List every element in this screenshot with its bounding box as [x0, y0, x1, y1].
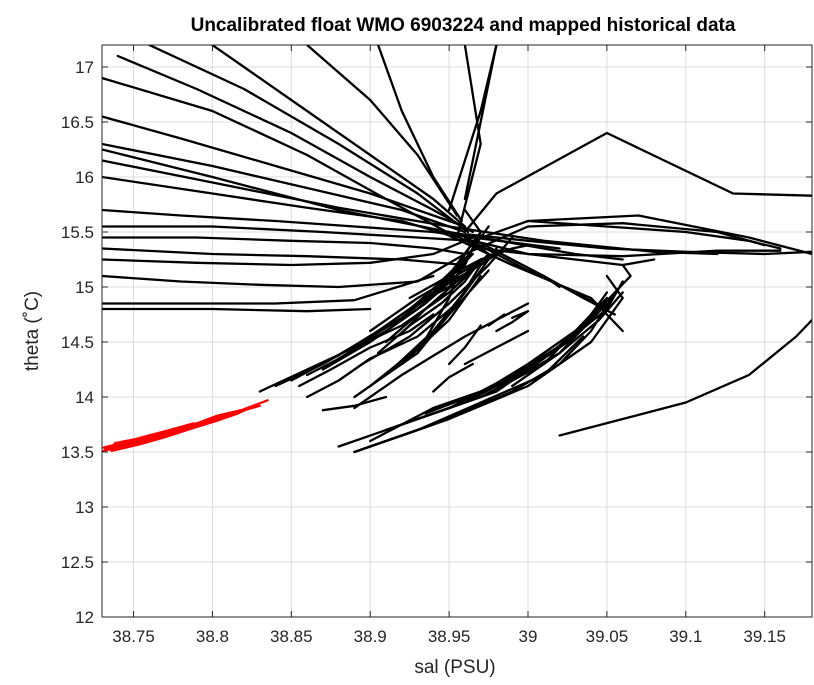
historical-profile-line — [102, 307, 372, 313]
x-tick-label: 39.1 — [669, 627, 702, 646]
historical-profile-line — [102, 131, 812, 234]
historical-profile-line — [305, 263, 482, 399]
y-tick-label: 15 — [75, 278, 94, 297]
historical-profile-line — [440, 230, 624, 333]
historical-profile-line — [102, 45, 482, 239]
historical-profile-line — [447, 230, 656, 267]
historical-profile-line — [337, 247, 474, 360]
chart-title: Uncalibrated float WMO 6903224 and mappe… — [191, 15, 736, 36]
y-tick-label: 17 — [75, 58, 94, 77]
historical-profile-line — [102, 274, 435, 305]
historical-profile-line — [558, 318, 812, 437]
historical-profile-line — [102, 247, 467, 267]
float-profiles — [102, 399, 269, 453]
x-tick-label: 39.15 — [743, 627, 786, 646]
plot-area-frame — [101, 44, 813, 618]
x-tick-label: 39.05 — [586, 627, 629, 646]
x-axis-label: sal (PSU) — [414, 657, 495, 678]
y-tick-label: 14 — [75, 388, 94, 407]
historical-profiles — [102, 45, 812, 454]
historical-profile-line — [102, 148, 624, 261]
historical-profile-line — [116, 54, 474, 234]
x-tick-label: 38.8 — [196, 627, 229, 646]
historical-profile-line — [463, 263, 632, 404]
historical-profile-line — [211, 45, 467, 228]
y-tick-label: 14.5 — [61, 333, 94, 352]
y-ticks: 12 12.5 13 13.5 14 14.5 15 15.5 16 16.5 17 — [61, 58, 812, 627]
historical-profile-line — [376, 45, 463, 223]
historical-profile-line — [321, 395, 388, 412]
x-ticks: 38.75 38.8 38.85 38.9 38.95 39 39.05 39.1 39.15 — [112, 45, 786, 646]
historical-profile-line — [432, 362, 474, 393]
historical-profile-line — [447, 302, 609, 410]
historical-profile-line — [408, 244, 530, 300]
y-tick-label: 13 — [75, 498, 94, 517]
historical-profile-line — [511, 291, 624, 388]
historical-profile-line — [298, 313, 435, 388]
y-tick-label: 15.5 — [61, 223, 94, 242]
historical-profile-line — [416, 269, 490, 355]
x-tick-label: 38.85 — [270, 627, 313, 646]
y-tick-label: 16.5 — [61, 113, 94, 132]
historical-profile-line — [416, 258, 482, 305]
historical-profile-line — [361, 236, 514, 366]
x-tick-label: 38.9 — [354, 627, 387, 646]
historical-profile-line — [495, 310, 530, 333]
y-tick-label: 12.5 — [61, 553, 94, 572]
historical-profile-line — [353, 335, 585, 454]
historical-profile-line — [526, 219, 782, 250]
y-tick-label: 12 — [75, 608, 94, 627]
historical-profile-line — [102, 236, 561, 267]
historical-profile-line — [102, 76, 459, 239]
historical-profile-line — [102, 208, 474, 239]
x-tick-label: 39 — [519, 627, 538, 646]
historical-profile-line — [102, 115, 467, 228]
historical-profile-line — [102, 159, 719, 256]
historical-profile-line — [447, 45, 498, 212]
historical-profile-line — [432, 252, 498, 294]
x-tick-label: 38.95 — [428, 627, 471, 646]
y-tick-label: 13.5 — [61, 443, 94, 462]
y-axis-label: theta (˚C) — [22, 291, 43, 371]
historical-profile-line — [487, 313, 506, 327]
historical-profile-line — [148, 45, 470, 234]
y-tick-label: 16 — [75, 168, 94, 187]
historical-profile-line — [369, 247, 506, 333]
historical-profile-line — [102, 222, 766, 256]
float-profile-line — [110, 403, 258, 453]
float-profile-line — [113, 417, 224, 445]
x-tick-label: 38.75 — [112, 627, 155, 646]
plot-area-background — [102, 45, 812, 617]
historical-profile-line — [447, 324, 482, 366]
historical-profile-line — [463, 329, 530, 366]
historical-profile-line — [102, 252, 467, 289]
